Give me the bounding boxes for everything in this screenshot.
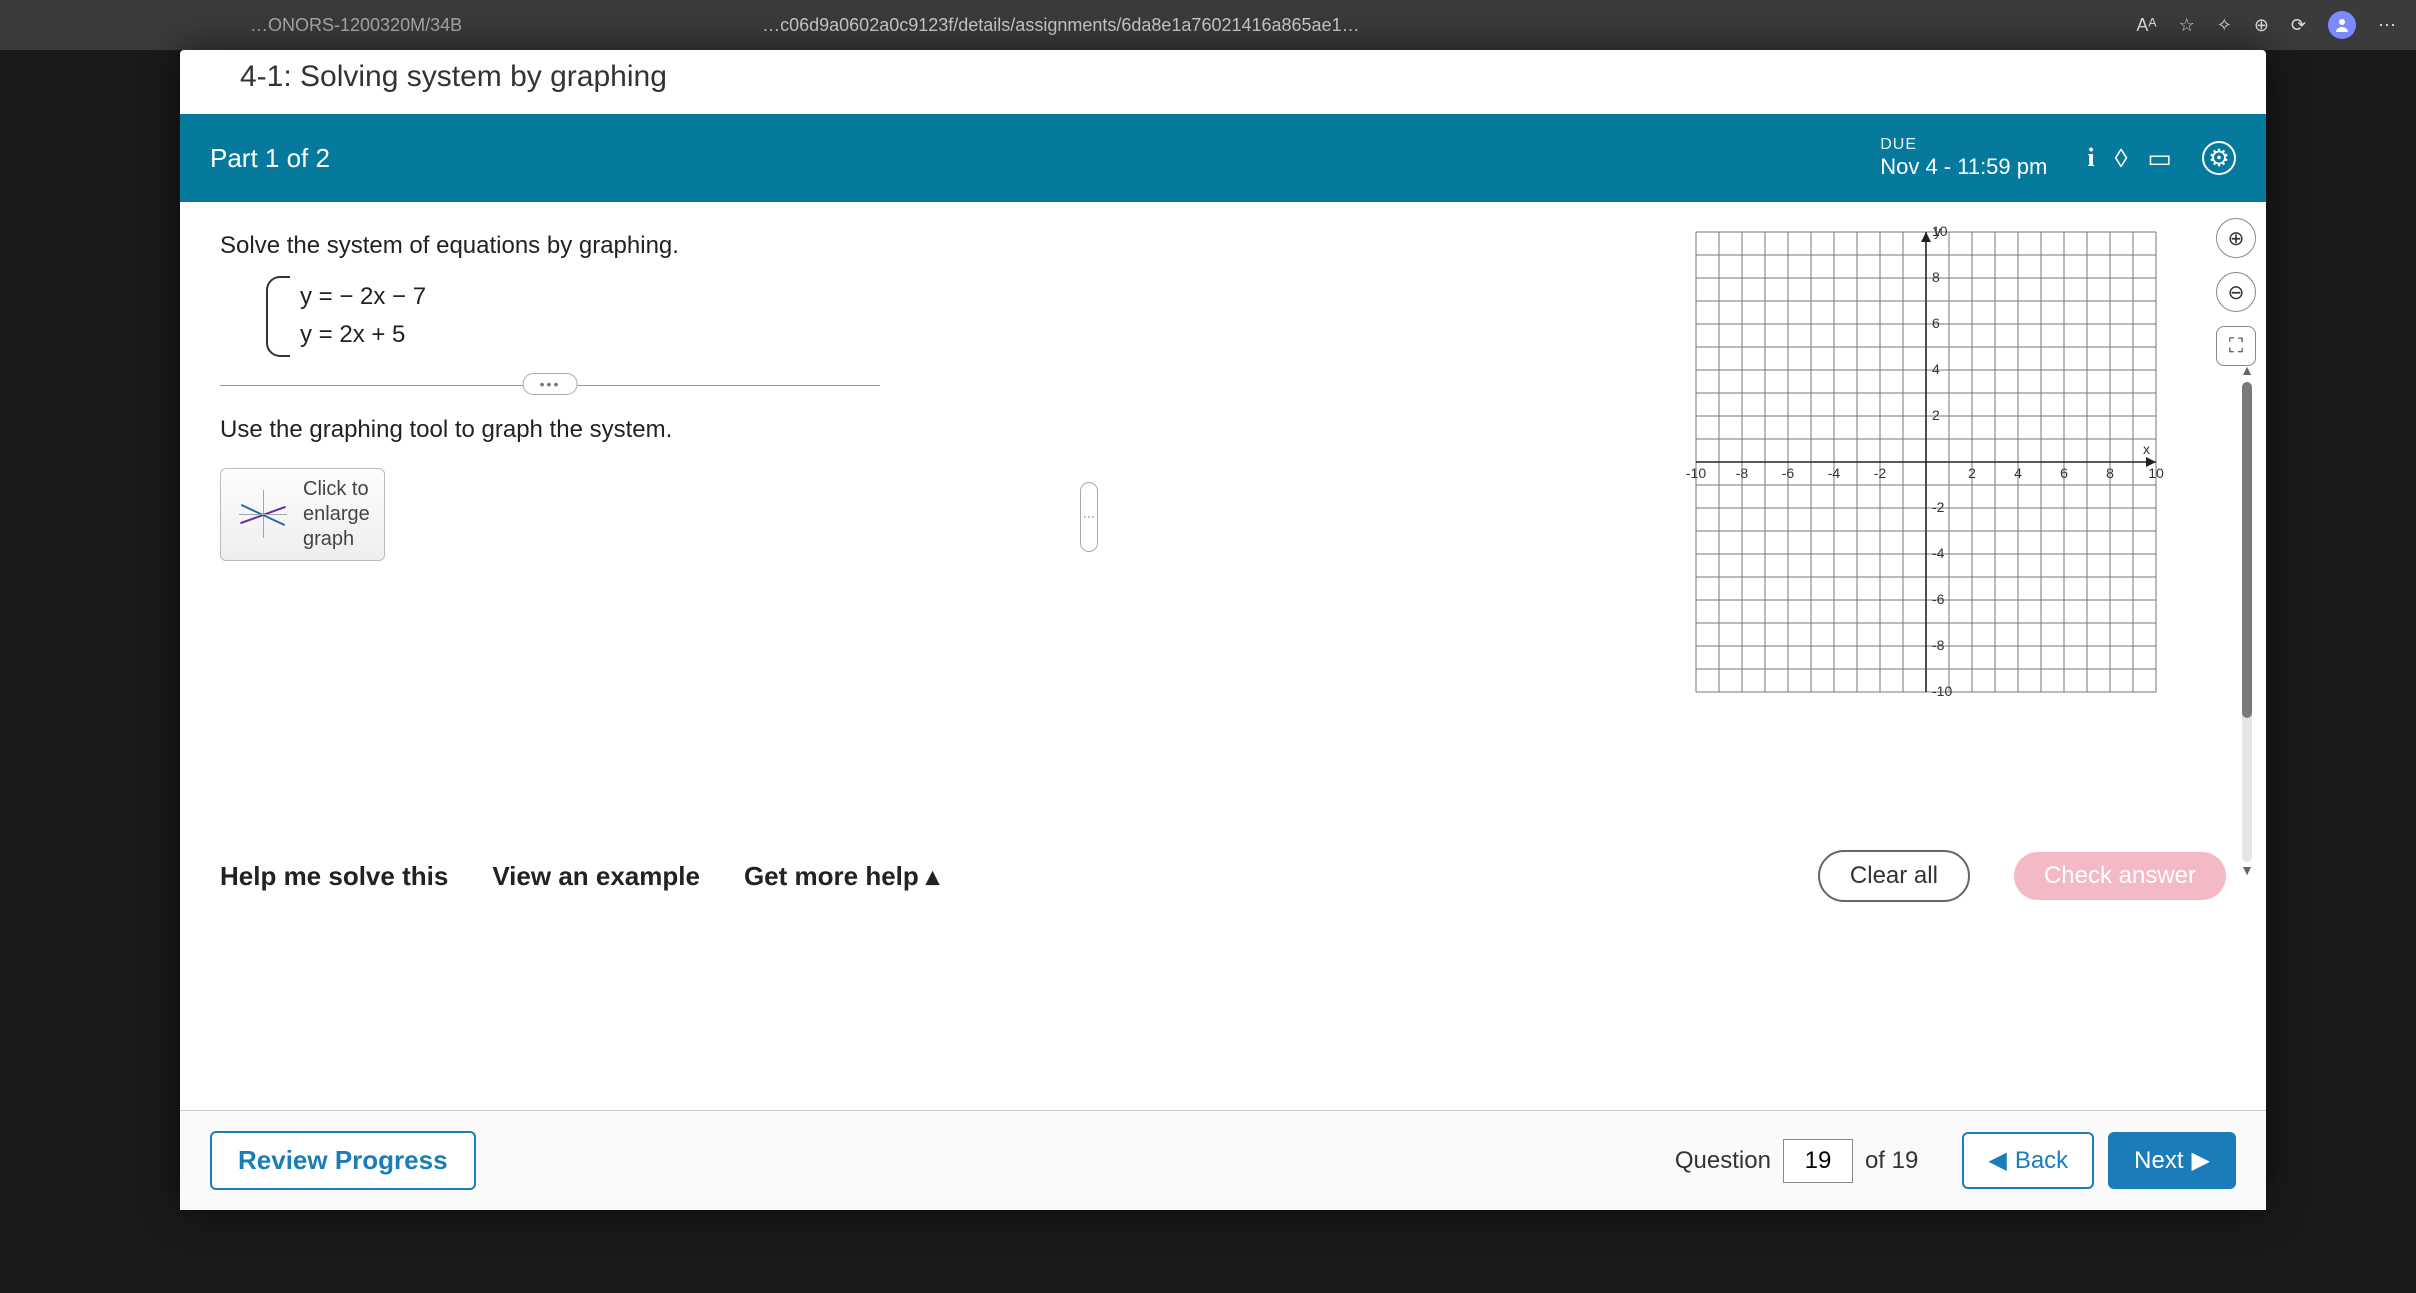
coordinate-grid[interactable]: -10-8-6-4-2246810-10-8-6-4-2246810xy [1676, 212, 2176, 712]
help-me-solve-link[interactable]: Help me solve this [220, 861, 448, 892]
svg-text:10: 10 [2148, 465, 2164, 481]
svg-text:4: 4 [2014, 465, 2022, 481]
question-counter: Question of 19 [1675, 1139, 1918, 1183]
next-button[interactable]: Next ▶ [2108, 1132, 2236, 1189]
svg-text:-2: -2 [1932, 499, 1945, 515]
scrollbar-thumb[interactable] [2242, 382, 2252, 718]
question-total: of 19 [1865, 1147, 1918, 1175]
check-answer-button[interactable]: Check answer [2014, 852, 2226, 900]
info-icon[interactable]: i [2087, 143, 2094, 173]
due-value: Nov 4 - 11:59 pm [1880, 154, 2047, 180]
back-button[interactable]: ◀ Back [1962, 1132, 2094, 1189]
question-number-input[interactable] [1783, 1139, 1853, 1183]
svg-text:2: 2 [1932, 407, 1940, 423]
assignment-footer: Review Progress Question of 19 ◀ Back Ne… [180, 1110, 2266, 1210]
text-size-icon[interactable]: Aᴬ [2136, 15, 2156, 36]
back-button-label: Back [2015, 1147, 2068, 1175]
fullscreen-icon[interactable]: ⛶ [2216, 326, 2256, 366]
due-label: DUE [1880, 136, 2047, 154]
next-button-label: Next [2134, 1147, 2183, 1175]
svg-text:-4: -4 [1828, 465, 1841, 481]
question-label: Question [1675, 1147, 1771, 1175]
svg-text:y: y [1934, 223, 1941, 239]
question-header-bar: Part 1 of 2 DUE Nov 4 - 11:59 pm i ◊ ▭ ⚙ [180, 114, 2266, 202]
svg-text:-4: -4 [1932, 545, 1945, 561]
scrollbar[interactable] [2242, 382, 2252, 862]
extensions-icon[interactable]: ⊕ [2254, 15, 2269, 36]
settings-gear-icon[interactable]: ⚙ [2202, 141, 2236, 175]
favorite-star-icon[interactable]: ☆ [2179, 15, 2195, 36]
part-indicator: Part 1 of 2 [210, 143, 1880, 174]
svg-text:-6: -6 [1932, 591, 1945, 607]
graph-toolbar: ⊕ ⊖ ⛶ [2216, 218, 2256, 366]
url-fragment-left: …ONORS-1200320M/34B [250, 15, 462, 36]
help-actions-row: Help me solve this View an example Get m… [220, 850, 2226, 902]
question-content: Solve the system of equations by graphin… [180, 202, 2266, 1022]
svg-text:4: 4 [1932, 361, 1940, 377]
svg-text:-8: -8 [1932, 637, 1945, 653]
clear-all-button[interactable]: Clear all [1818, 850, 1970, 902]
collections-icon[interactable]: ✧ [2217, 15, 2232, 36]
panel-resize-handle[interactable]: ⋮ [1080, 482, 1098, 552]
svg-text:2: 2 [1968, 465, 1976, 481]
svg-text:-2: -2 [1874, 465, 1887, 481]
svg-text:-10: -10 [1686, 465, 1706, 481]
enlarge-graph-button[interactable]: Click to enlarge graph [220, 468, 385, 561]
due-block: DUE Nov 4 - 11:59 pm [1880, 136, 2047, 180]
assignment-page: 4-1: Solving system by graphing Part 1 o… [180, 50, 2266, 1210]
scroll-up-icon[interactable]: ▲ [2238, 362, 2256, 380]
browser-address-bar: …ONORS-1200320M/34B …c06d9a0602a0c9123f/… [0, 0, 2416, 50]
more-menu-icon[interactable]: ⋯ [2378, 15, 2396, 36]
svg-text:6: 6 [2060, 465, 2068, 481]
svg-text:-8: -8 [1736, 465, 1749, 481]
svg-text:8: 8 [2106, 465, 2114, 481]
scroll-down-icon[interactable]: ▼ [2238, 862, 2256, 880]
divider-expand-icon[interactable]: ••• [523, 373, 578, 395]
profile-avatar-icon[interactable] [2328, 11, 2356, 39]
review-progress-button[interactable]: Review Progress [210, 1131, 476, 1190]
graph-thumbnail-icon [235, 486, 291, 542]
view-example-link[interactable]: View an example [492, 861, 700, 892]
url-fragment: …c06d9a0602a0c9123f/details/assignments/… [762, 15, 1359, 36]
zoom-in-icon[interactable]: ⊕ [2216, 218, 2256, 258]
svg-text:6: 6 [1932, 315, 1940, 331]
zoom-out-icon[interactable]: ⊖ [2216, 272, 2256, 312]
chat-icon[interactable]: ▭ [2147, 143, 2172, 174]
svg-text:-6: -6 [1782, 465, 1795, 481]
graph-panel: -10-8-6-4-2246810-10-8-6-4-2246810xy ⊕ ⊖… [1676, 212, 2196, 717]
enlarge-graph-label: Click to enlarge graph [303, 477, 370, 552]
bookmark-icon[interactable]: ◊ [2115, 143, 2128, 174]
svg-text:-10: -10 [1932, 683, 1952, 699]
assignment-title: 4-1: Solving system by graphing [210, 60, 2236, 108]
svg-text:x: x [2143, 441, 2150, 457]
sync-icon[interactable]: ⟳ [2291, 15, 2306, 36]
get-more-help-link[interactable]: Get more help ▴ [744, 861, 939, 892]
svg-text:8: 8 [1932, 269, 1940, 285]
